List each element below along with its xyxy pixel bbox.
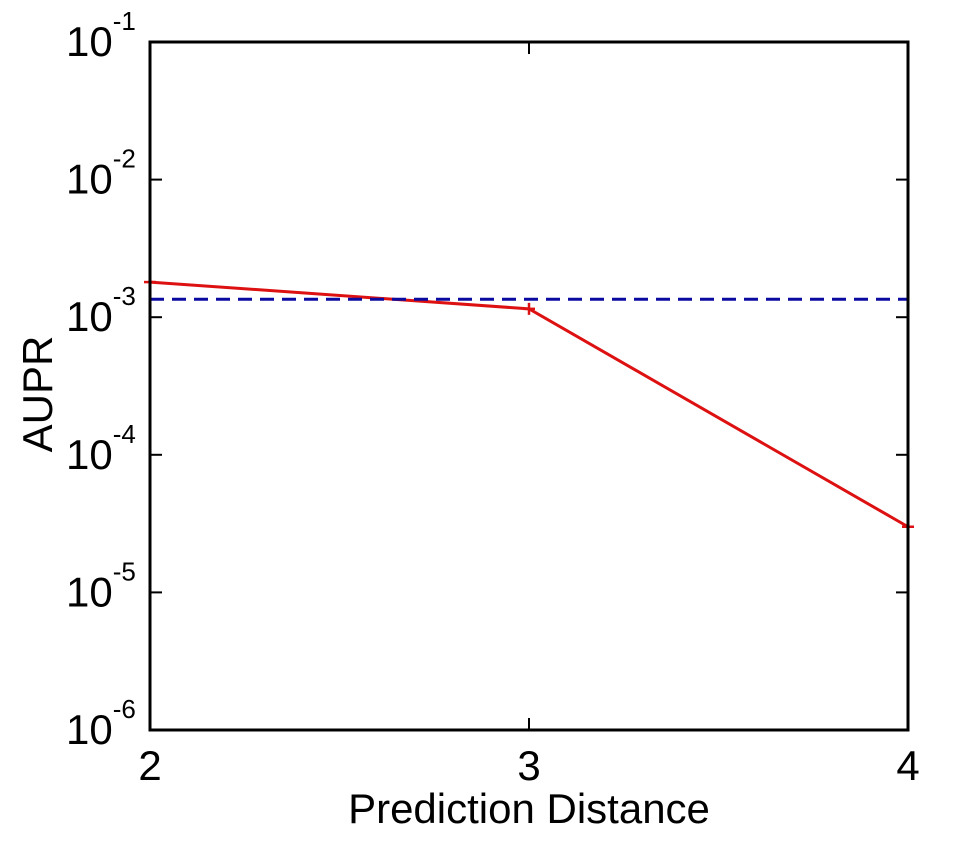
y-tick-exponent: -2 — [113, 144, 136, 174]
y-tick-exponent: -1 — [113, 6, 136, 36]
y-tick-base: 10 — [66, 18, 113, 65]
y-tick-base: 10 — [66, 293, 113, 340]
y-ticks: 10-610-510-410-310-210-1 — [66, 6, 908, 753]
plot-area — [150, 42, 908, 730]
y-tick-base: 10 — [66, 568, 113, 615]
y-tick-exponent: -5 — [113, 556, 136, 586]
y-tick-label: 10-3 — [66, 281, 136, 340]
x-ticks: 2 3 4 — [138, 42, 920, 789]
y-tick-label: 10-6 — [66, 694, 136, 753]
y-tick-base: 10 — [66, 156, 113, 203]
series-1-point — [523, 302, 535, 315]
y-tick-exponent: -4 — [113, 419, 136, 449]
y-tick-label: 10-4 — [66, 419, 136, 478]
y-tick-base: 10 — [66, 706, 113, 753]
y-tick-label: 10-2 — [66, 144, 136, 203]
x-tick-label: 2 — [138, 742, 161, 789]
y-tick-label: 10-5 — [66, 556, 136, 615]
y-tick-exponent: -3 — [113, 281, 136, 311]
y-tick-exponent: -6 — [113, 694, 136, 724]
x-axis-title: Prediction Distance — [348, 785, 710, 832]
y-tick-label: 10-1 — [66, 6, 136, 65]
plot-frame — [148, 40, 910, 732]
x-tick-label: 3 — [517, 742, 540, 789]
y-axis-title: AUPR — [14, 336, 61, 453]
x-tick-label: 4 — [896, 742, 919, 789]
y-tick-base: 10 — [66, 431, 113, 478]
